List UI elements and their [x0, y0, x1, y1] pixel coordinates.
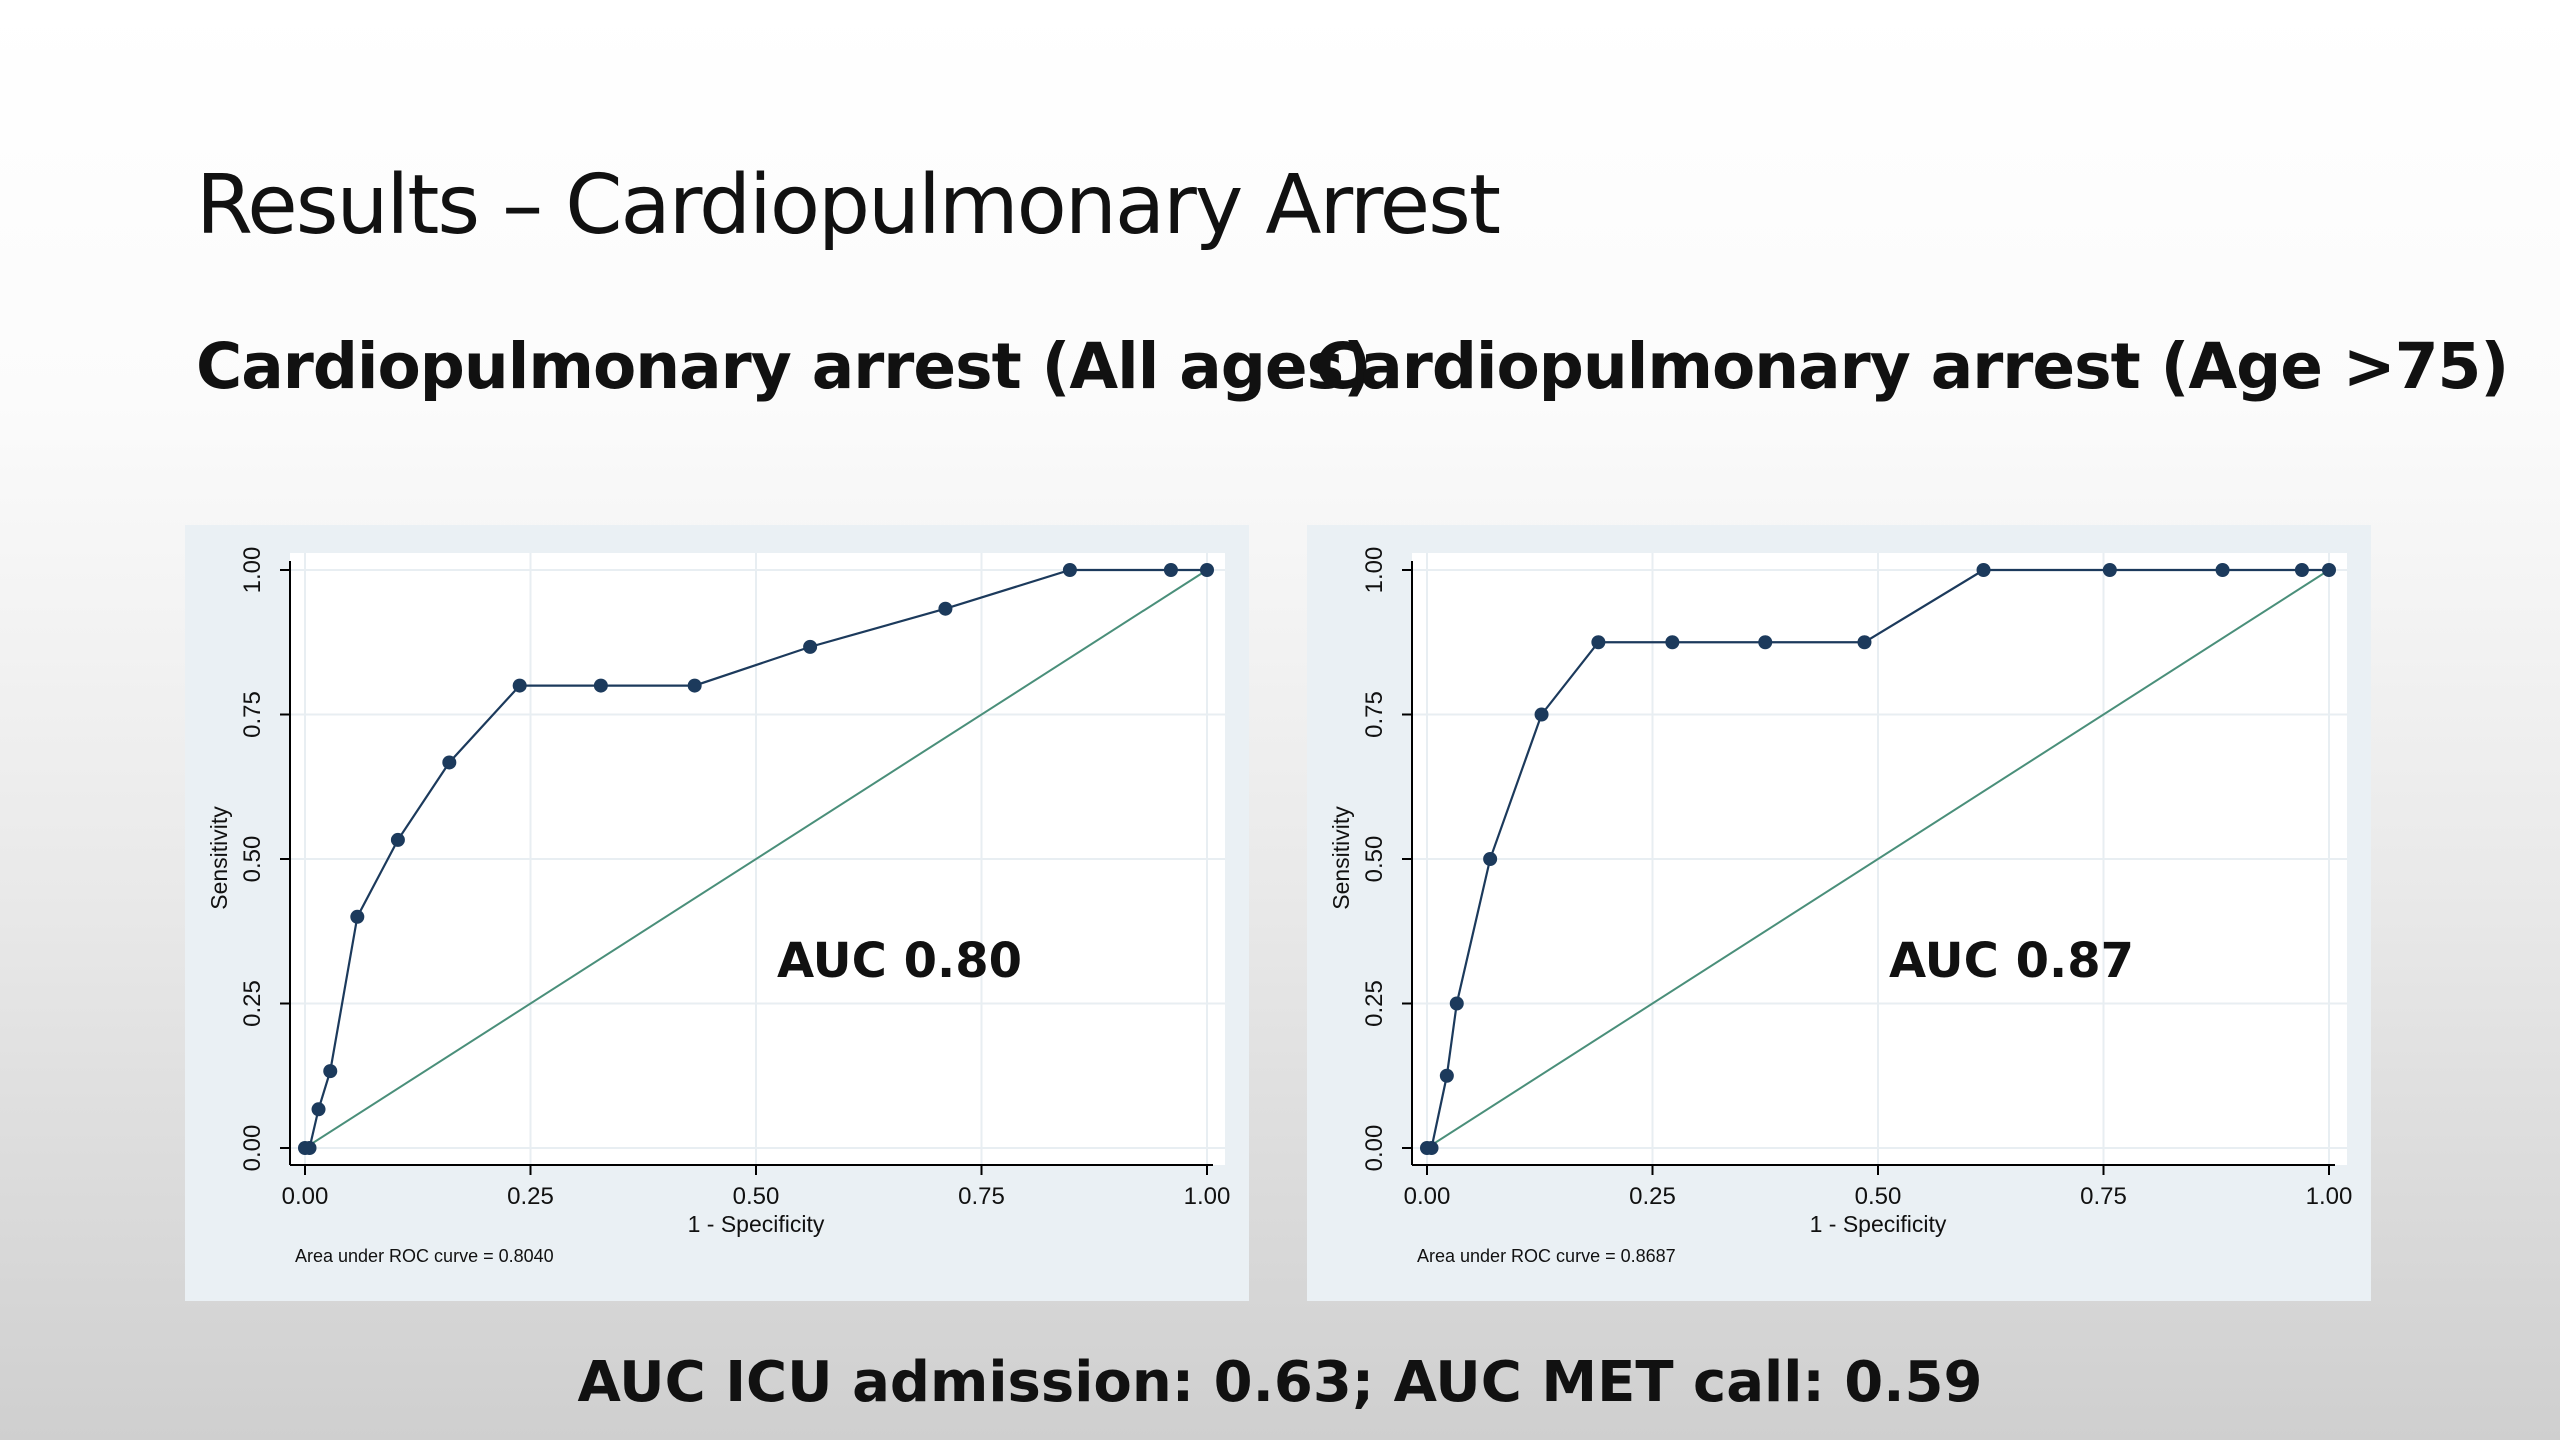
- roc-point: [1449, 996, 1464, 1011]
- roc-point: [1534, 707, 1549, 722]
- y-tick-label: 0.50: [239, 836, 266, 883]
- roc-point: [1976, 563, 1991, 577]
- roc-point: [1200, 563, 1214, 577]
- roc-point: [1062, 563, 1077, 577]
- roc-point: [687, 678, 702, 693]
- roc-point: [1591, 635, 1606, 650]
- roc-chart-svg-all-ages: 0.00 0.25 0.50 0.75 1.00 0.00 0.25 0.50 0.75 1.00…: [206, 547, 1231, 1266]
- x-axis-title: 1 - Specificity: [1810, 1211, 1947, 1237]
- x-tick-label: 0.25: [507, 1183, 554, 1210]
- y-tick-label: 0.75: [239, 691, 266, 738]
- roc-point: [1857, 635, 1872, 650]
- roc-point: [2322, 563, 2336, 577]
- y-tick-label: 0.50: [1361, 836, 1388, 883]
- x-tick-label: 0.00: [1404, 1183, 1451, 1210]
- chart-title-age-over-75: Cardiopulmonary arrest (Age >75): [1315, 330, 2509, 403]
- roc-point: [2102, 563, 2117, 577]
- roc-chart-age-over-75: 0.00 0.25 0.50 0.75 1.00 0.00 0.25 0.50 0.75 1.00…: [1307, 525, 2371, 1301]
- roc-point: [593, 678, 608, 693]
- roc-point: [512, 678, 527, 693]
- auc-annotation: AUC 0.80: [777, 933, 1022, 989]
- y-axis-title: Sensitivity: [1328, 806, 1354, 910]
- roc-chart-svg-age-over-75: 0.00 0.25 0.50 0.75 1.00 0.00 0.25 0.50 0.75 1.00…: [1328, 547, 2353, 1266]
- reference-line: [1426, 569, 2330, 1149]
- y-tick-label: 0.75: [1361, 691, 1388, 738]
- x-tick-label: 0.25: [1629, 1183, 1676, 1210]
- roc-point: [311, 1102, 326, 1117]
- roc-point: [1665, 635, 1680, 650]
- chart-title-all-ages: Cardiopulmonary arrest (All ages): [196, 330, 1372, 403]
- y-tick-label: 1.00: [1361, 547, 1388, 594]
- roc-point: [323, 1064, 338, 1079]
- x-tick-label: 0.75: [958, 1183, 1005, 1210]
- y-tick-label: 0.00: [239, 1125, 266, 1172]
- x-tick-label: 1.00: [1184, 1183, 1231, 1210]
- roc-point: [803, 639, 818, 654]
- y-tick-label: 0.25: [239, 980, 266, 1027]
- roc-point: [1758, 635, 1773, 650]
- roc-point: [390, 832, 405, 847]
- y-tick-label: 0.00: [1361, 1125, 1388, 1172]
- roc-point: [2215, 563, 2230, 577]
- roc-point: [1483, 852, 1498, 866]
- roc-point: [350, 909, 365, 924]
- y-tick-label: 1.00: [239, 547, 266, 594]
- x-tick-label: 0.50: [733, 1183, 780, 1210]
- roc-point: [442, 755, 457, 770]
- x-tick-label: 0.75: [2080, 1183, 2127, 1210]
- x-axis-title: 1 - Specificity: [688, 1211, 825, 1237]
- roc-point: [938, 601, 953, 616]
- slide-title: Results – Cardiopulmonary Arrest: [196, 158, 1501, 253]
- roc-point: [1163, 563, 1178, 577]
- reference-line: [304, 569, 1208, 1149]
- roc-chart-all-ages: 0.00 0.25 0.50 0.75 1.00 0.00 0.25 0.50 0.75 1.00…: [185, 525, 1249, 1301]
- area-under-curve-note: Area under ROC curve = 0.8040: [295, 1246, 554, 1266]
- footer-auc-summary: AUC ICU admission: 0.63; AUC MET call: 0…: [577, 1350, 1983, 1415]
- x-tick-label: 1.00: [2306, 1183, 2353, 1210]
- area-under-curve-note: Area under ROC curve = 0.8687: [1417, 1246, 1676, 1266]
- roc-point: [2294, 563, 2309, 577]
- roc-point: [1439, 1068, 1454, 1083]
- roc-point: [302, 1141, 317, 1155]
- y-tick-label: 0.25: [1361, 980, 1388, 1027]
- y-axis-title: Sensitivity: [206, 806, 232, 910]
- roc-point: [1424, 1141, 1439, 1155]
- x-tick-label: 0.00: [282, 1183, 329, 1210]
- auc-annotation: AUC 0.87: [1889, 933, 2134, 989]
- x-tick-label: 0.50: [1855, 1183, 1902, 1210]
